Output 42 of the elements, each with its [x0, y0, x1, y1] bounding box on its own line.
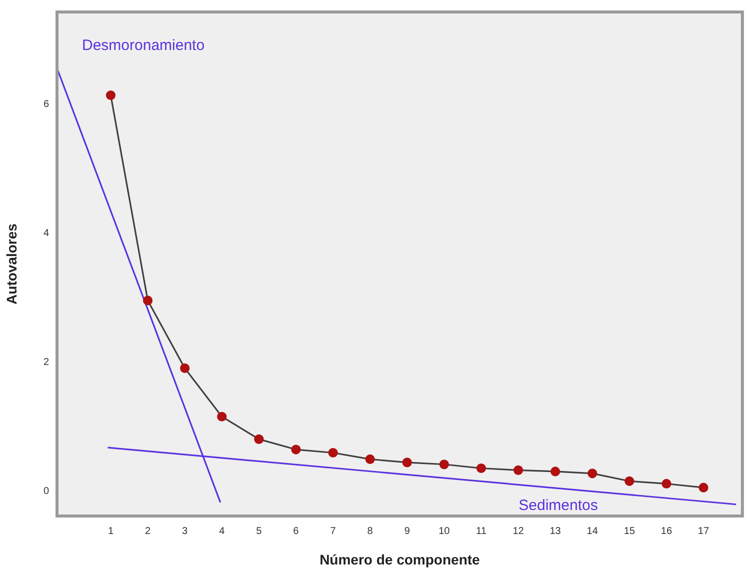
- x-tick-label: 15: [624, 526, 636, 537]
- point: [365, 454, 375, 464]
- point: [180, 363, 190, 374]
- x-tick-label: 14: [586, 526, 598, 537]
- x-tick-label: 3: [182, 526, 188, 537]
- point: [624, 476, 634, 486]
- x-tick-label: 17: [698, 526, 710, 537]
- y-axis-title: Autovalores: [3, 223, 20, 304]
- y-tick-label: 2: [43, 357, 50, 368]
- series-label: Sedimentos: [518, 496, 598, 514]
- point: [402, 458, 412, 468]
- x-tick-label: 1: [108, 526, 114, 537]
- x-tick-label: 7: [330, 526, 336, 537]
- y-tick-label: 0: [43, 486, 50, 498]
- point: [291, 444, 301, 454]
- point: [328, 448, 338, 458]
- x-tick-label: 2: [144, 526, 151, 537]
- point: [588, 468, 598, 478]
- x-tick-label: 4: [219, 526, 226, 537]
- point: [254, 434, 264, 444]
- y-tick-label: 4: [43, 228, 50, 240]
- x-tick-label: 11: [476, 526, 487, 537]
- point: [513, 465, 524, 475]
- x-tick-label: 10: [438, 526, 450, 537]
- x-axis-title: Número de componente: [320, 551, 480, 568]
- x-tick-label: 8: [367, 526, 374, 537]
- point: [476, 463, 486, 474]
- point: [106, 90, 116, 100]
- point: [217, 412, 227, 422]
- y-tick-label: 6: [43, 99, 50, 110]
- x-tick-label: 13: [550, 526, 562, 537]
- x-tick-label: 6: [293, 526, 300, 537]
- point: [439, 460, 449, 470]
- point: [662, 478, 672, 489]
- x-tick-label: 16: [660, 526, 672, 537]
- point: [550, 466, 560, 476]
- point: [142, 296, 153, 306]
- series-label: Desmoronamiento: [82, 37, 205, 54]
- point: [698, 482, 708, 492]
- x-tick-label: 5: [256, 526, 262, 537]
- x-tick-label: 9: [404, 526, 410, 537]
- x-tick-label: 12: [512, 526, 524, 537]
